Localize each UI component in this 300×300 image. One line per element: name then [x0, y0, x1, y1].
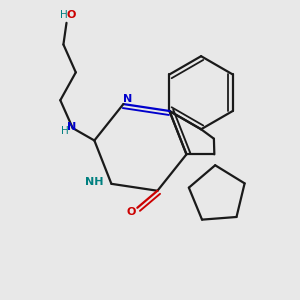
Text: H: H: [59, 10, 67, 20]
Text: H: H: [61, 126, 69, 136]
Text: N: N: [67, 122, 76, 132]
Text: NH: NH: [85, 177, 103, 187]
Text: N: N: [123, 94, 133, 104]
Text: O: O: [126, 207, 136, 218]
Text: O: O: [67, 10, 76, 20]
